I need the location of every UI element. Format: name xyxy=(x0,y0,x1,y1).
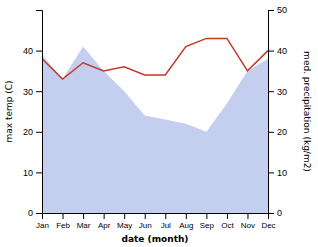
chart: JanFebMarAprMayJunJulAugSepOctNovDec0102… xyxy=(0,0,318,247)
tick-label: 30 xyxy=(23,87,33,97)
y2-axis: 0 10 20 30 40 50 xyxy=(268,5,287,218)
axis-line xyxy=(36,11,43,214)
tick-mark xyxy=(145,213,146,219)
axis-line xyxy=(43,214,269,220)
tick-mark xyxy=(268,213,274,214)
tick-label: Jun xyxy=(139,221,152,230)
tick-mark xyxy=(36,91,42,92)
y2-axis-title: med. precipitation (kg/m2) xyxy=(302,51,312,172)
plot: JanFebMarAprMayJunJulAugSepOctNovDec0102… xyxy=(4,5,312,244)
tick: 50 xyxy=(268,5,287,15)
tick-label: Apr xyxy=(98,221,111,230)
tick-mark xyxy=(268,51,274,52)
tick: Feb xyxy=(56,213,70,230)
tick-label: 0 xyxy=(28,208,33,218)
tick-label: May xyxy=(117,221,132,230)
tick-label: Sep xyxy=(200,221,215,230)
tick-mark xyxy=(268,172,274,173)
tick: 10 xyxy=(23,168,42,178)
tick-mark xyxy=(36,172,42,173)
tick: Oct xyxy=(221,213,234,230)
tick-mark xyxy=(124,213,125,219)
tick-label: Oct xyxy=(221,221,234,230)
tick: 30 xyxy=(23,87,42,97)
x-axis: Jan Feb Mar Apr May Jun Jul Aug Sep Oct Nov Dec xyxy=(36,213,276,230)
y-axis: 0 10 20 30 40 xyxy=(23,11,43,219)
tick-mark xyxy=(36,132,42,133)
tick: Jan xyxy=(36,213,49,230)
line xyxy=(42,38,268,79)
tick: 20 xyxy=(23,127,42,137)
y-axis-title: max temp (C) xyxy=(4,80,14,142)
tick-mark xyxy=(36,213,42,214)
tick-label: Feb xyxy=(56,221,70,230)
tick: May xyxy=(117,213,132,230)
tick: Sep xyxy=(200,213,215,230)
axis-line xyxy=(269,11,275,214)
tick: 0 xyxy=(268,208,282,218)
tick: 20 xyxy=(268,127,287,137)
tick: 0 xyxy=(28,208,42,218)
tick-label: Jul xyxy=(161,221,171,230)
x-axis-title: date (month) xyxy=(122,234,189,244)
tick-mark xyxy=(104,213,105,219)
tick-mark xyxy=(227,213,228,219)
tick: 40 xyxy=(268,46,287,56)
tick-label: 50 xyxy=(277,5,287,15)
tick: 10 xyxy=(268,168,287,178)
tick-mark xyxy=(268,132,274,133)
marks xyxy=(42,38,268,213)
area xyxy=(42,47,268,213)
tick-mark xyxy=(36,51,42,52)
tick-mark xyxy=(83,213,84,219)
tick-mark xyxy=(186,213,187,219)
tick-label: 30 xyxy=(277,87,287,97)
tick: Nov xyxy=(241,213,255,230)
tick: Mar xyxy=(77,213,91,230)
tick-label: 10 xyxy=(23,168,33,178)
tick-mark xyxy=(268,10,274,11)
tick: Dec xyxy=(261,213,275,230)
tick: Aug xyxy=(179,213,193,230)
tick-label: 20 xyxy=(23,127,33,137)
tick: Jul xyxy=(161,213,171,230)
tick-label: 0 xyxy=(277,208,282,218)
tick-mark xyxy=(63,213,64,219)
tick-label: Jan xyxy=(36,221,49,230)
tick-label: 10 xyxy=(277,168,287,178)
tick: 40 xyxy=(23,46,42,56)
tick-label: Mar xyxy=(77,221,91,230)
tick-label: Aug xyxy=(179,221,193,230)
tick-label: Dec xyxy=(261,221,275,230)
tick-label: 40 xyxy=(23,46,33,56)
tick: Jun xyxy=(139,213,152,230)
tick-label: 20 xyxy=(277,127,287,137)
tick: Apr xyxy=(98,213,111,230)
tick-mark xyxy=(206,213,207,219)
tick-mark xyxy=(247,213,248,219)
tick: 30 xyxy=(268,87,287,97)
tick-mark xyxy=(165,213,166,219)
tick-mark xyxy=(268,91,274,92)
tick-label: Nov xyxy=(241,221,255,230)
tick-label: 40 xyxy=(277,46,287,56)
